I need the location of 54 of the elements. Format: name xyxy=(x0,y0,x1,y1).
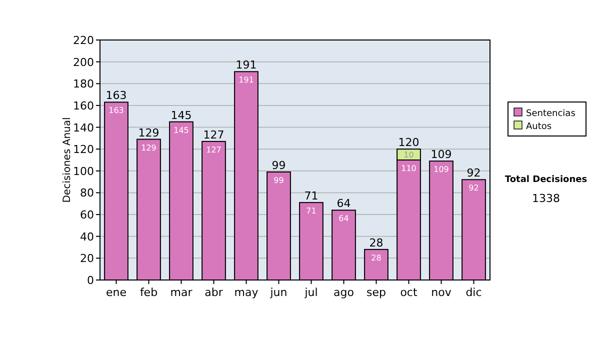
y-tick-label: 100 xyxy=(73,164,94,178)
total-label: 64 xyxy=(336,197,351,210)
x-tick-label: abr xyxy=(204,286,224,299)
y-tick-label: 20 xyxy=(80,252,94,266)
data-label: 71 xyxy=(306,206,316,216)
data-label: 163 xyxy=(108,106,124,116)
text: Total Decisiones xyxy=(504,175,588,185)
y-tick-label: 80 xyxy=(80,186,94,200)
data-label: 64 xyxy=(338,214,349,224)
y-tick-label: 0 xyxy=(87,274,94,287)
y-tick-label: 140 xyxy=(73,121,94,134)
total-label: 191 xyxy=(236,58,257,72)
x-tick-label: jul xyxy=(304,286,318,299)
x-tick-label: ago xyxy=(334,286,354,299)
x-tick-label: dic xyxy=(466,286,482,299)
total-label: 145 xyxy=(170,108,192,122)
total-label: 129 xyxy=(138,126,160,140)
total-label: 99 xyxy=(272,159,286,172)
data-label: 145 xyxy=(174,126,189,135)
total-label: 120 xyxy=(398,136,420,150)
y-tick-label: 60 xyxy=(80,208,94,222)
data-label: 129 xyxy=(141,143,156,152)
x-tick-label: jun xyxy=(269,286,288,299)
y-tick-label: 220 xyxy=(73,34,94,47)
data-label: 28 xyxy=(371,253,382,262)
total-label: 71 xyxy=(304,190,318,203)
data-label: 191 xyxy=(238,76,254,85)
legend-label: Sentencias xyxy=(526,109,576,119)
x-tick-label: mar xyxy=(170,286,193,299)
y-tick-label: 180 xyxy=(73,78,94,91)
total-label: 163 xyxy=(106,89,127,102)
x-tick-label: oct xyxy=(400,286,418,299)
y-tick-label: 40 xyxy=(80,230,94,244)
x-tick-label: may xyxy=(234,286,259,299)
x-tick-label: sep xyxy=(366,286,386,299)
x-tick-label: nov xyxy=(431,286,452,299)
data-label: 10 xyxy=(404,150,414,160)
data-label: 92 xyxy=(468,184,479,193)
data-label: 127 xyxy=(206,145,222,154)
data-label: 110 xyxy=(401,164,416,173)
y-tick-label: 200 xyxy=(73,56,94,69)
y-tick-label: 160 xyxy=(73,99,94,112)
total-label: 28 xyxy=(369,236,384,250)
y-tick-label: 120 xyxy=(73,143,94,156)
x-tick-label: ene xyxy=(106,286,127,299)
total-label: 109 xyxy=(430,148,452,162)
data-label: 99 xyxy=(274,176,284,185)
text: 1338 xyxy=(532,192,560,205)
legend-label: Autos xyxy=(526,122,552,132)
y-axis-title: Decisiones Anual xyxy=(62,117,73,203)
x-tick-label: feb xyxy=(140,286,158,299)
data-label: 109 xyxy=(434,165,449,174)
total-label: 127 xyxy=(203,128,224,142)
total-label: 92 xyxy=(466,166,481,180)
